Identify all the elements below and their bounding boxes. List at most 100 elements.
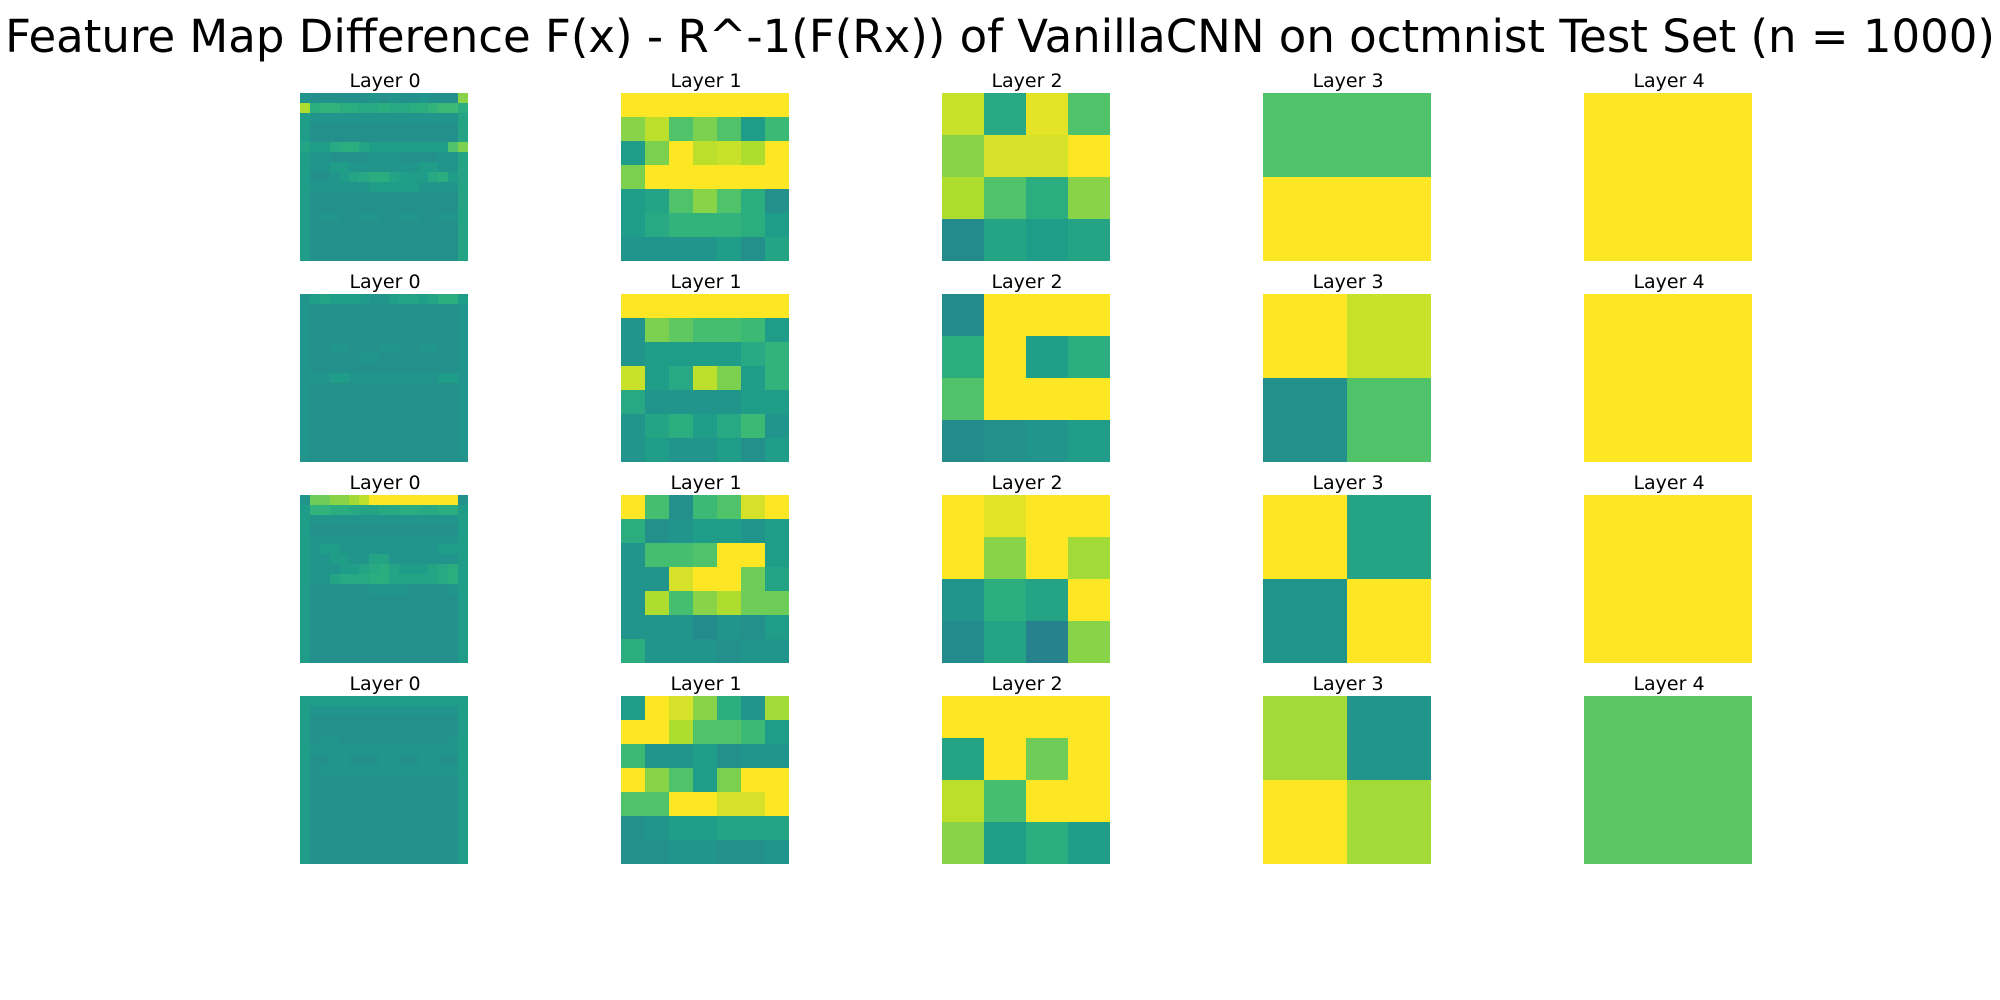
heatmap-cell xyxy=(408,402,419,413)
heatmap-cell xyxy=(398,313,409,324)
heatmap-cell xyxy=(300,574,310,584)
heatmap-cell xyxy=(309,323,320,334)
heatmap-cell xyxy=(418,814,429,825)
heatmap-cell xyxy=(329,765,340,776)
heatmap-cell xyxy=(693,342,717,366)
heatmap-cell xyxy=(379,132,389,143)
heatmap-cell xyxy=(458,583,468,594)
heatmap-cell xyxy=(388,152,399,163)
heatmap-cell xyxy=(418,432,429,443)
heatmap-cell xyxy=(1026,378,1068,420)
heatmap-cell xyxy=(458,834,468,845)
heatmap-cell xyxy=(309,303,320,314)
heatmap-cell xyxy=(693,189,717,213)
heatmap-cell xyxy=(398,623,409,634)
heatmap-cell xyxy=(942,696,984,738)
heatmap-cell xyxy=(458,775,468,785)
heatmap-cell xyxy=(418,705,429,716)
panel-title: Layer 3 xyxy=(1312,472,1384,494)
heatmap-cell xyxy=(408,564,419,575)
heatmap-cell xyxy=(319,323,330,334)
heatmap-cell xyxy=(1026,738,1068,780)
heatmap-cell xyxy=(458,392,468,403)
panel-title: Layer 1 xyxy=(670,271,742,293)
heatmap-cell xyxy=(438,142,449,153)
heatmap-cell xyxy=(408,554,419,565)
heatmap-cell xyxy=(379,583,389,594)
heatmap-cell xyxy=(717,720,741,744)
heatmap-cell xyxy=(741,342,765,366)
heatmap-cell xyxy=(438,303,449,314)
heatmap-cell xyxy=(621,438,645,462)
heatmap-cell xyxy=(1068,135,1110,177)
heatmap-cell xyxy=(717,768,741,792)
heatmap-cell xyxy=(398,735,409,746)
heatmap-cell xyxy=(319,442,330,453)
heatmap-cell xyxy=(741,744,765,768)
heatmap-cell xyxy=(408,452,419,462)
heatmap-cell xyxy=(300,442,310,453)
heatmap-cell xyxy=(329,735,340,746)
heatmap-cell xyxy=(418,303,429,314)
heatmap-cell xyxy=(339,422,350,433)
heatmap-cell xyxy=(428,112,439,123)
heatmap-cell xyxy=(398,221,409,232)
heatmap-cell xyxy=(369,93,380,103)
heatmap-cell xyxy=(398,633,409,644)
heatmap-cell xyxy=(388,343,399,354)
heatmap-cell xyxy=(369,514,380,525)
heatmap-cell xyxy=(448,643,459,654)
heatmap-cell xyxy=(398,412,409,423)
heatmap-cell xyxy=(359,564,370,575)
heatmap-cell xyxy=(329,422,340,433)
heatmap-cell xyxy=(418,382,429,393)
heatmap-cell xyxy=(359,755,370,766)
heatmap-cell xyxy=(765,696,789,720)
heatmap-cell xyxy=(379,765,389,776)
heatmap-cell xyxy=(329,323,340,334)
heatmap-cell xyxy=(329,452,340,462)
heatmap-cell xyxy=(329,152,340,163)
heatmap-cell xyxy=(408,323,419,334)
heatmap-cell xyxy=(448,603,459,614)
heatmap xyxy=(1584,294,1752,462)
heatmap-cell xyxy=(359,102,370,113)
heatmap-cell xyxy=(349,221,360,232)
heatmap-cell xyxy=(339,725,350,736)
heatmap-cell xyxy=(309,745,320,756)
heatmap-cell xyxy=(408,132,419,143)
heatmap-cell xyxy=(339,623,350,634)
heatmap-cell xyxy=(693,294,717,318)
heatmap-cell xyxy=(329,102,340,113)
heatmap-cell xyxy=(339,382,350,393)
heatmap-cell xyxy=(669,141,693,165)
heatmap-cell xyxy=(300,122,310,133)
panel-row1-layer3: Layer 3 xyxy=(1263,270,1433,462)
heatmap-cell xyxy=(438,775,449,785)
heatmap-cell xyxy=(398,373,409,383)
heatmap-cell xyxy=(398,452,409,462)
heatmap-cell xyxy=(359,524,370,535)
heatmap-cell xyxy=(349,452,360,462)
heatmap-cell xyxy=(398,544,409,555)
heatmap-cell xyxy=(1263,579,1347,663)
heatmap-cell xyxy=(349,231,360,242)
heatmap-cell xyxy=(645,744,669,768)
heatmap-cell xyxy=(408,854,419,864)
heatmap-cell xyxy=(329,534,340,545)
heatmap xyxy=(621,294,789,462)
heatmap-cell xyxy=(319,343,330,354)
heatmap-cell xyxy=(398,824,409,835)
heatmap-cell xyxy=(369,343,380,354)
heatmap-cell xyxy=(349,544,360,555)
heatmap-cell xyxy=(300,643,310,654)
heatmap-cell xyxy=(349,191,360,202)
panel-title: Layer 3 xyxy=(1312,70,1384,92)
heatmap-cell xyxy=(339,583,350,594)
heatmap-cell xyxy=(349,564,360,575)
heatmap-cell xyxy=(329,432,340,443)
heatmap-cell xyxy=(398,696,409,706)
heatmap-cell xyxy=(741,294,765,318)
heatmap-cell xyxy=(379,544,389,555)
heatmap-cell xyxy=(408,152,419,163)
